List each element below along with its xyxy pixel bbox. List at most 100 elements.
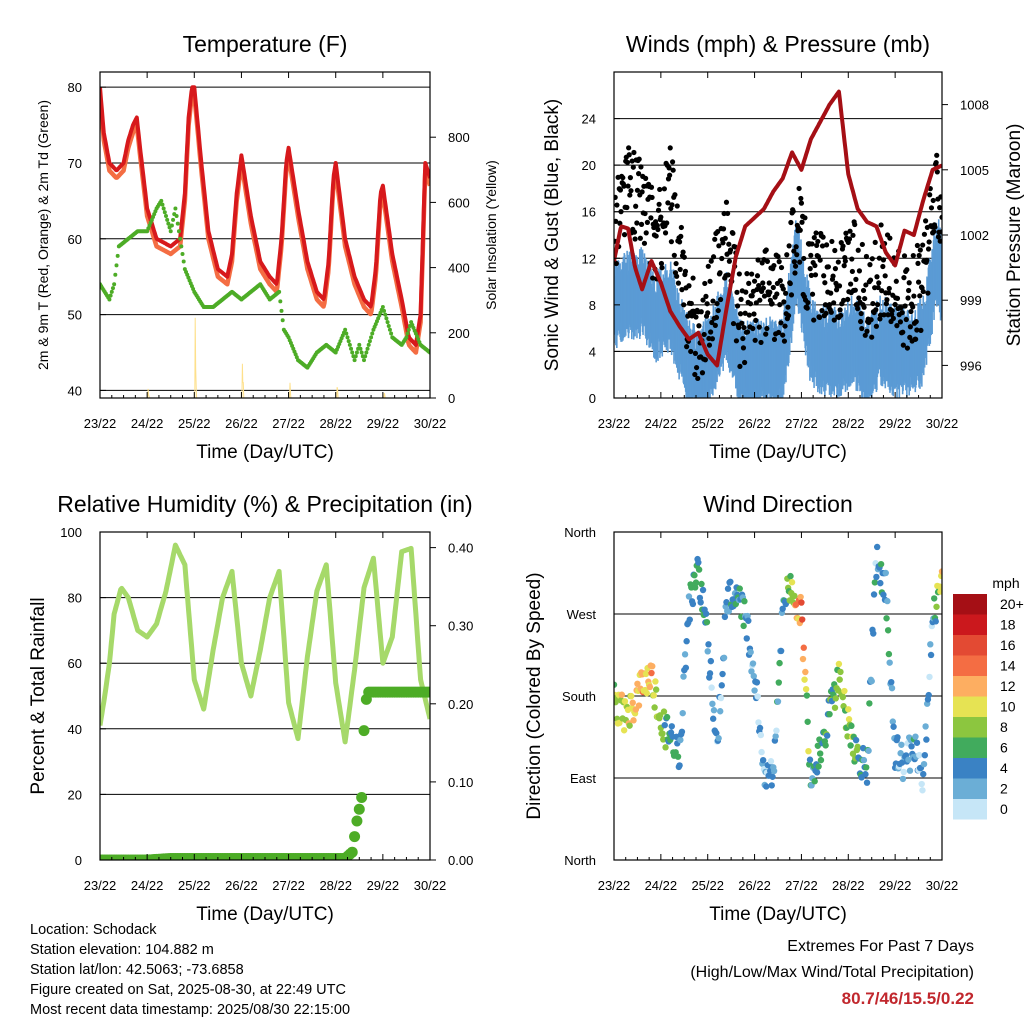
gust-point [715,307,721,314]
direction-point [767,758,775,765]
gust-point [876,280,882,286]
direction-point [648,669,655,677]
direction-point [719,670,726,678]
gust-point [900,342,906,348]
dewpoint-point [354,350,359,355]
gust-point [744,271,750,277]
plot-area [614,89,942,398]
gust-point [712,236,718,242]
y-tick-label: North [564,853,596,868]
gust-point [777,278,783,284]
direction-point [678,728,686,735]
x-tick-label: 29/22 [367,416,400,431]
direction-point [826,710,833,718]
direction-point [754,693,761,700]
dewpoint-point [366,342,371,347]
gust-point [753,317,759,324]
gust-point [852,287,858,293]
direction-point [923,736,930,743]
gust-point [910,304,916,310]
station-location: Location: Schodack [30,922,157,938]
plot-area [100,542,430,860]
gust-point [692,371,698,378]
gust-point [794,252,800,258]
y-tick-label: 50 [68,308,82,323]
gust-point [788,219,794,226]
gust-point [856,295,862,301]
gust-point [677,239,683,245]
gust-point [931,228,937,235]
gust-point [809,241,815,247]
direction-point [643,690,650,697]
gust-point [706,342,713,348]
gust-point [808,272,814,278]
direction-point [873,573,880,581]
gust-point [710,254,717,260]
direction-point [708,684,715,691]
gust-point [751,311,757,317]
colorbar-box [953,594,987,615]
colorbar-label: 14 [1000,658,1016,674]
y2-tick-label: 0 [448,391,455,406]
dewpoint-point [110,286,115,291]
direction-point [699,586,707,594]
gust-point [780,286,786,292]
y2-tick-label: 600 [448,195,470,210]
gust-point [807,266,813,272]
gust-point [718,296,724,303]
direction-point [695,566,703,573]
gust-point [667,145,673,151]
gust-point [653,233,659,239]
x-tick-label: 26/22 [738,878,771,893]
dewpoint-point [173,206,178,211]
direction-point [927,651,935,659]
gust-point [655,207,662,213]
gust-point [880,263,886,270]
dewpoint-point [109,289,114,294]
gust-point [693,364,700,371]
gust-point [673,260,679,267]
gust-point [681,254,687,260]
x-tick-label: 28/22 [319,878,352,893]
direction-point [885,650,893,658]
precip-point [346,846,358,858]
gust-point [632,236,638,242]
gust-point [901,275,907,281]
direction-point [936,583,942,590]
dewpoint-point [108,293,113,298]
gust-point [796,185,802,192]
gust-point [708,329,714,335]
gust-point [906,280,912,286]
x-tick-label: 23/22 [598,878,631,893]
gust-point [841,297,847,303]
gust-point [671,252,677,258]
x-tick-label: 28/22 [319,416,352,431]
direction-point [802,668,809,676]
x-tick-label: 24/22 [645,878,678,893]
direction-point [635,702,643,709]
chart-title: Temperature (F) [183,31,348,57]
direction-point [815,763,822,770]
dewpoint-point [176,229,181,234]
x-tick-label: 28/22 [832,878,865,893]
gust-point [614,202,620,208]
humidity-line [100,542,430,745]
direction-point [779,605,786,612]
direction-point [932,618,939,625]
y2-tick-label: 999 [960,293,982,308]
gust-point [709,319,715,326]
direction-point [704,648,711,655]
precip-point [424,686,430,698]
direction-point [630,717,637,724]
gust-point [863,282,869,288]
direction-point [629,699,636,706]
y-tick-label: East [570,771,596,786]
gust-point [659,265,665,271]
gust-point [672,192,678,198]
direction-point [866,700,873,707]
direction-point [749,660,757,667]
gust-point [820,234,826,240]
direction-point [890,723,897,730]
chart-panel-2: 23/22 24/22 25/22 26/22 27/22 28/22 29/22 30/22… [542,31,1024,463]
